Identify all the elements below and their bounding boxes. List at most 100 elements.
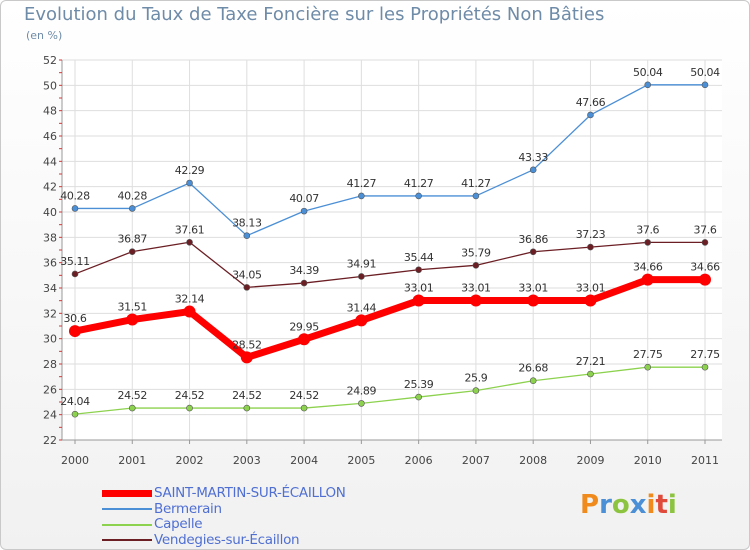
legend-label: Bermerain <box>154 500 222 517</box>
data-label: 43.33 <box>518 151 548 164</box>
data-point <box>472 387 480 394</box>
x-tick-label: 2008 <box>519 454 547 467</box>
data-label: 24.52 <box>232 389 262 402</box>
y-tick-label: 38 <box>43 231 57 244</box>
chart-subtitle: (en %) <box>26 29 63 42</box>
data-label: 28.52 <box>232 338 262 351</box>
y-tick-label: 32 <box>43 307 57 320</box>
logo-letter: i <box>646 490 656 520</box>
data-point <box>415 393 422 401</box>
logo-letter: i <box>667 490 677 520</box>
data-point <box>355 314 368 327</box>
data-point <box>584 294 597 307</box>
data-label: 24.04 <box>60 395 90 408</box>
data-label: 37.23 <box>576 228 606 241</box>
y-tick-label: 52 <box>43 54 57 67</box>
data-point <box>243 284 251 291</box>
logo-letter: t <box>655 490 668 520</box>
data-point <box>243 404 251 412</box>
x-tick-label: 2004 <box>290 454 318 467</box>
data-point <box>358 192 365 200</box>
data-label: 34.39 <box>289 264 319 277</box>
y-tick-label: 36 <box>43 257 57 270</box>
legend-label: Vendegies-sur-Écaillon <box>154 531 300 548</box>
data-point <box>472 262 480 269</box>
data-label: 47.66 <box>576 96 606 109</box>
x-tick-label: 2003 <box>233 454 261 467</box>
data-point <box>469 294 482 307</box>
data-label: 36.86 <box>518 233 548 246</box>
data-point <box>298 333 311 346</box>
data-point <box>527 294 540 307</box>
data-label: 24.89 <box>347 384 377 397</box>
data-label: 25.39 <box>404 378 434 391</box>
x-tick-label: 2002 <box>176 454 204 467</box>
data-label: 36.87 <box>118 233 148 246</box>
data-point <box>300 279 308 287</box>
logo-letter: x <box>629 490 647 520</box>
data-label: 34.66 <box>690 261 720 274</box>
data-point <box>358 400 365 407</box>
logo-letter: r <box>599 490 612 520</box>
data-label: 33.01 <box>404 282 434 295</box>
data-point <box>587 370 594 378</box>
x-tick-label: 2006 <box>405 454 433 467</box>
data-label: 25.9 <box>464 372 487 385</box>
data-label: 27.75 <box>633 348 663 361</box>
data-point <box>71 205 79 212</box>
data-point <box>415 266 422 274</box>
data-label: 50.04 <box>690 66 720 79</box>
y-tick-label: 34 <box>43 282 57 295</box>
legend-swatch <box>102 490 152 497</box>
data-label: 41.27 <box>461 177 491 190</box>
data-point <box>644 239 652 246</box>
legend-label: Capelle <box>154 516 203 532</box>
data-label: 37.61 <box>175 223 205 236</box>
data-label: 42.29 <box>175 164 205 177</box>
logo-letter: o <box>611 490 630 520</box>
y-tick-label: 22 <box>43 434 57 447</box>
data-label: 33.01 <box>518 282 548 295</box>
plot-area <box>62 60 722 440</box>
data-point <box>641 273 654 286</box>
legend: SAINT-MARTIN-SUR-ÉCAILLON Bermerain Cape… <box>102 486 422 548</box>
data-point <box>587 243 594 251</box>
legend-item: Vendegies-sur-Écaillon <box>102 531 422 549</box>
x-tick-label: 2005 <box>347 454 375 467</box>
data-label: 31.44 <box>347 301 377 314</box>
data-point <box>472 192 480 200</box>
x-tick-label: 2009 <box>576 454 604 467</box>
data-label: 41.27 <box>404 177 434 190</box>
data-label: 24.52 <box>289 389 319 402</box>
data-label: 24.52 <box>118 389 148 402</box>
y-tick-label: 46 <box>43 130 57 143</box>
data-label: 35.44 <box>404 251 434 264</box>
legend-item: SAINT-MARTIN-SUR-ÉCAILLON <box>102 486 422 502</box>
data-label: 38.13 <box>232 217 262 230</box>
data-label: 35.11 <box>60 255 90 268</box>
data-label: 40.07 <box>289 192 319 205</box>
x-tick-label: 2010 <box>634 454 662 467</box>
data-label: 41.27 <box>347 177 377 190</box>
data-label: 34.05 <box>232 268 262 281</box>
data-point <box>186 179 193 187</box>
legend-label: SAINT-MARTIN-SUR-ÉCAILLON <box>154 485 346 501</box>
data-point <box>644 363 652 371</box>
data-label: 26.68 <box>518 362 548 375</box>
data-point <box>644 81 652 89</box>
x-tick-label: 2011 <box>691 454 719 467</box>
data-point <box>699 273 711 286</box>
x-tick-label: 2001 <box>118 454 146 467</box>
series-line <box>74 84 706 237</box>
y-tick-label: 44 <box>43 155 57 168</box>
legend-item: Capelle <box>102 517 422 533</box>
x-tick-label: 2007 <box>462 454 490 467</box>
y-tick-label: 30 <box>43 333 57 346</box>
data-point <box>358 273 365 280</box>
data-label: 27.21 <box>576 355 606 368</box>
data-point <box>186 404 193 412</box>
data-point <box>128 248 136 255</box>
data-label: 34.91 <box>347 257 377 270</box>
legend-swatch <box>102 508 152 510</box>
